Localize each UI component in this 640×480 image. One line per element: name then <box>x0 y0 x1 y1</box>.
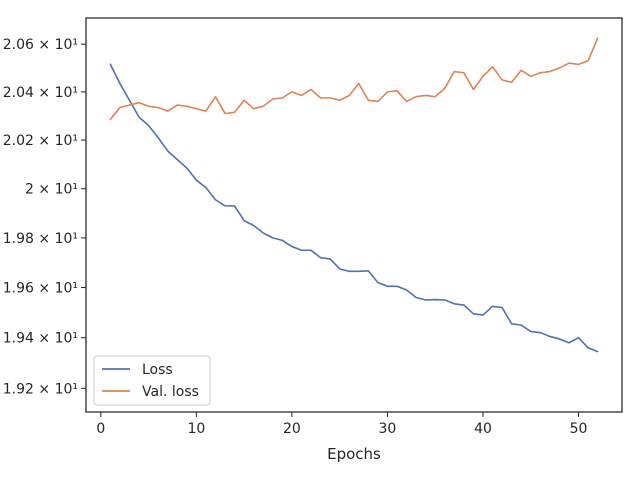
y-tick-label: 2 × 10¹ <box>25 182 78 198</box>
legend-label: Loss <box>142 362 173 378</box>
y-tick-label: 2.04 × 10¹ <box>3 85 78 101</box>
legend: Loss Val. loss <box>93 355 211 406</box>
series-lines <box>109 37 599 353</box>
x-tick-label: 30 <box>379 421 397 437</box>
y-axis: 1.92 × 10¹ 1.94 × 10¹ 1.96 × 10¹ 1.98 × 10¹… <box>3 37 86 397</box>
x-axis-title: Epochs <box>327 445 381 463</box>
legend-label: Val. loss <box>142 384 199 400</box>
plot-frame <box>85 17 623 413</box>
x-tick-label: 50 <box>570 421 588 437</box>
series-line-val-loss <box>109 37 599 121</box>
y-tick-label: 1.98 × 10¹ <box>3 231 78 247</box>
y-tick-label: 2.02 × 10¹ <box>3 133 78 149</box>
x-axis: 0 10 20 30 40 50 <box>96 412 587 437</box>
y-tick-label: 1.94 × 10¹ <box>3 331 78 347</box>
y-tick-label: 1.92 × 10¹ <box>3 381 78 397</box>
x-tick-label: 40 <box>474 421 492 437</box>
y-tick-label: 2.06 × 10¹ <box>3 37 78 53</box>
x-tick-label: 0 <box>96 421 105 437</box>
x-tick-label: 20 <box>283 421 301 437</box>
series-line-loss <box>109 63 599 353</box>
y-tick-label: 1.96 × 10¹ <box>3 281 78 297</box>
x-tick-label: 10 <box>187 421 205 437</box>
